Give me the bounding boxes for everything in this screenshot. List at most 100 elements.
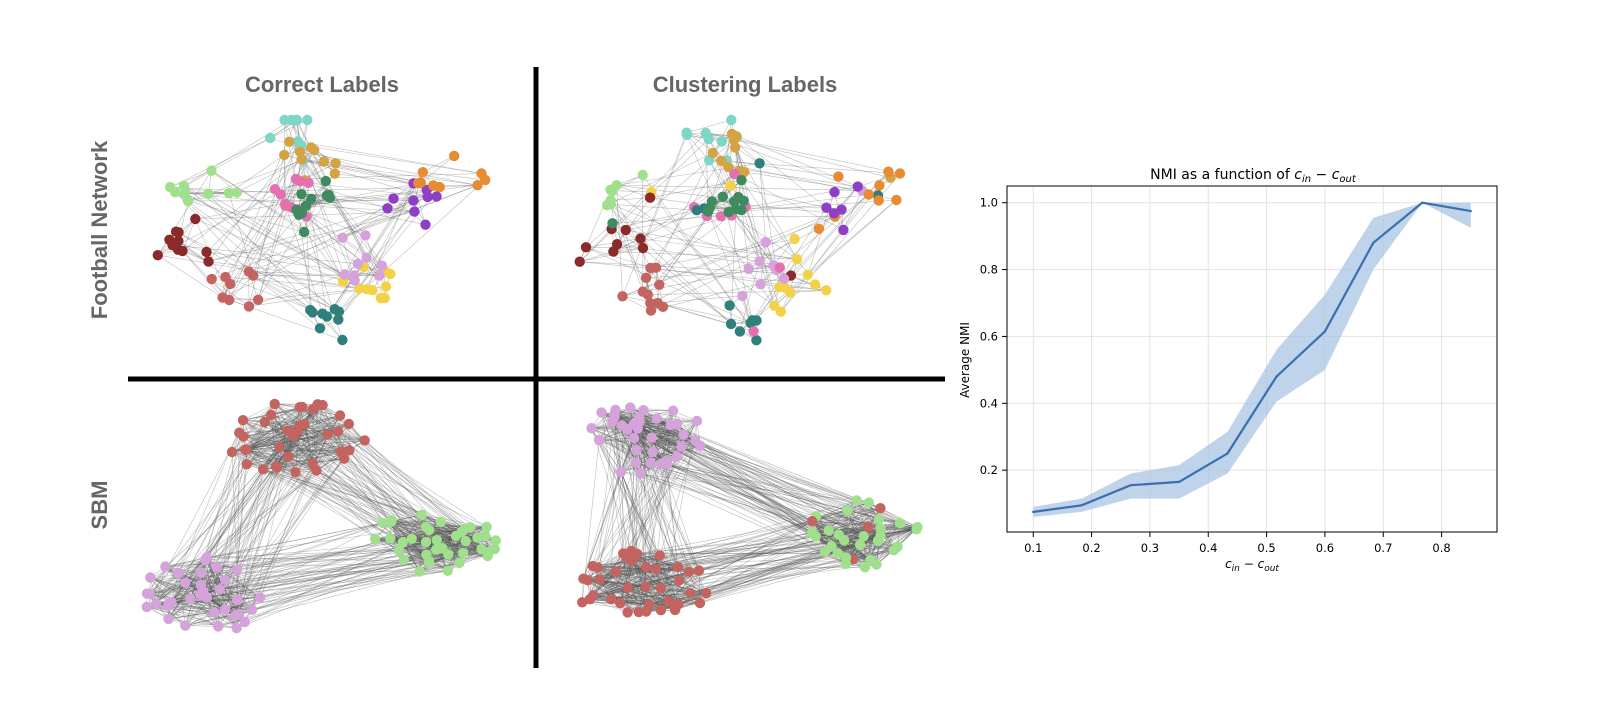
network-edge — [251, 456, 289, 610]
network-edge — [601, 412, 869, 503]
x-tick-label: 0.8 — [1432, 541, 1450, 555]
network-edge — [615, 571, 646, 587]
network-node — [594, 574, 606, 585]
network-edge — [627, 551, 826, 613]
x-tick-label: 0.5 — [1257, 541, 1275, 555]
network-edge — [599, 579, 701, 604]
network-edge — [447, 548, 482, 572]
network-edge — [263, 469, 422, 516]
network-edge — [665, 424, 671, 462]
network-edge — [316, 470, 403, 543]
network-edge — [712, 152, 731, 186]
network-edge — [304, 423, 313, 464]
network-edge — [610, 409, 616, 600]
network-edge — [635, 434, 684, 463]
network-edge — [402, 542, 420, 572]
network-edge — [421, 514, 464, 554]
network-node — [894, 168, 906, 179]
network-edge — [593, 560, 633, 596]
network-edge — [312, 405, 323, 464]
network-edge — [709, 160, 901, 174]
network-edge — [599, 566, 678, 580]
network-edge — [214, 538, 391, 613]
network-node — [180, 620, 191, 631]
network-edge — [599, 555, 661, 580]
network-node — [610, 404, 621, 416]
network-edge — [790, 275, 827, 291]
network-edge — [660, 420, 698, 611]
network-node — [298, 226, 310, 238]
network-edge — [205, 560, 221, 590]
x-tick-label: 0.6 — [1316, 541, 1334, 555]
network-edge — [774, 199, 897, 307]
network-edge — [155, 466, 277, 604]
network-edge — [175, 191, 311, 311]
network-edge — [707, 211, 751, 324]
network-node — [219, 604, 231, 615]
network-node — [751, 335, 762, 346]
network-edge — [165, 557, 207, 567]
network-edge — [734, 173, 844, 231]
network-edge — [593, 558, 628, 596]
network-edge — [246, 406, 301, 465]
network-edge — [639, 422, 684, 436]
network-edge — [316, 431, 339, 471]
network-edge — [421, 514, 482, 550]
network-edge — [598, 439, 641, 474]
network-node — [203, 256, 214, 267]
network-edge — [633, 424, 671, 439]
network-edge — [304, 423, 430, 531]
network-edge — [175, 231, 311, 311]
network-node — [730, 142, 741, 153]
network-edge — [615, 409, 682, 447]
network-edge — [312, 404, 318, 464]
network-edge — [246, 451, 341, 465]
network-edge — [593, 571, 617, 596]
network-edge — [856, 500, 879, 541]
network-node — [420, 521, 432, 533]
network-edge — [303, 180, 327, 233]
network-edge — [183, 185, 335, 310]
network-node — [683, 566, 695, 577]
network-edge — [239, 432, 345, 459]
network-edge — [591, 428, 622, 472]
network-edge — [599, 437, 652, 441]
network-node — [173, 227, 184, 238]
network-edge — [375, 538, 448, 572]
network-edge — [206, 551, 490, 598]
network-node — [360, 230, 371, 241]
network-edge — [615, 409, 684, 436]
network-edge — [222, 297, 343, 341]
network-edge — [146, 593, 253, 611]
network-edge — [297, 423, 349, 431]
network-edge — [287, 430, 296, 473]
network-edge — [589, 566, 678, 600]
network-edge — [243, 423, 305, 437]
y-tick-label: 0.6 — [980, 329, 998, 343]
network-edge — [293, 423, 349, 437]
network-edge — [231, 451, 238, 570]
network-edge — [242, 420, 264, 470]
network-edge — [263, 469, 441, 523]
network-edge — [206, 521, 392, 558]
network-edge — [625, 229, 798, 260]
network-edge — [216, 567, 236, 617]
network-edge — [238, 436, 294, 615]
network-node — [226, 446, 238, 458]
network-node — [190, 213, 201, 225]
network-node — [592, 562, 603, 573]
network-node — [574, 256, 585, 267]
network-node — [459, 524, 470, 535]
network-edge — [610, 197, 651, 201]
network-node — [596, 407, 607, 418]
network-edge — [274, 403, 350, 451]
network-edge — [288, 434, 328, 458]
network-edge — [413, 183, 426, 225]
network-edge — [706, 532, 813, 594]
network-edge — [190, 598, 219, 627]
network-edge — [739, 199, 897, 332]
network-edge — [262, 430, 288, 470]
network-node — [650, 262, 662, 273]
network-node — [302, 114, 313, 126]
network-edge — [579, 215, 732, 262]
